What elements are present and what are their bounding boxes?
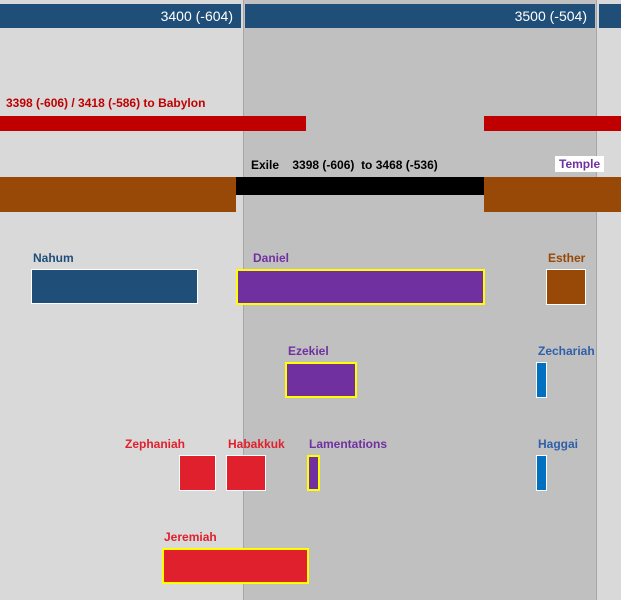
babylon-label: 3398 (-606) / 3418 (-586) to Babylon (6, 96, 206, 110)
book-label-daniel: Daniel (253, 251, 290, 265)
temple-label: Temple (555, 156, 605, 172)
book-label-nahum: Nahum (33, 251, 74, 265)
book-label-esther: Esther (548, 251, 586, 265)
book-bar-jeremiah (162, 548, 309, 584)
book-label-jeremiah: Jeremiah (164, 530, 217, 544)
babylon-bar-left (0, 116, 306, 131)
timeline-header-left-label: 3400 (-604) (160, 8, 233, 24)
timeline-header-right-label: 3500 (-504) (514, 8, 587, 24)
timeline-header-left: 3400 (-604) (0, 4, 241, 28)
book-bar-lamentations (307, 455, 320, 491)
exile-bar (236, 177, 484, 195)
timeline-header-right (599, 4, 621, 28)
book-label-ezekiel: Ezekiel (288, 344, 329, 358)
book-bar-haggai (536, 455, 547, 491)
babylon-bar-right (484, 116, 621, 131)
book-label-lamentations: Lamentations (309, 437, 388, 451)
book-bar-zephaniah (179, 455, 216, 491)
temple-bar-right (484, 177, 621, 212)
book-label-habakkuk: Habakkuk (228, 437, 285, 451)
book-label-zechariah: Zechariah (538, 344, 595, 358)
book-bar-daniel (236, 269, 485, 305)
background-band-right (597, 0, 621, 600)
book-bar-esther (546, 269, 586, 305)
timeline-header-middle: 3500 (-504) (245, 4, 595, 28)
book-bar-nahum (31, 269, 198, 304)
book-bar-ezekiel (285, 362, 357, 398)
exile-label: Exile 3398 (-606) to 3468 (-536) (251, 158, 438, 172)
book-bar-habakkuk (226, 455, 266, 491)
temple-bar-left (0, 177, 236, 212)
book-label-zephaniah: Zephaniah (125, 437, 186, 451)
book-label-haggai: Haggai (538, 437, 579, 451)
book-bar-zechariah (536, 362, 547, 398)
